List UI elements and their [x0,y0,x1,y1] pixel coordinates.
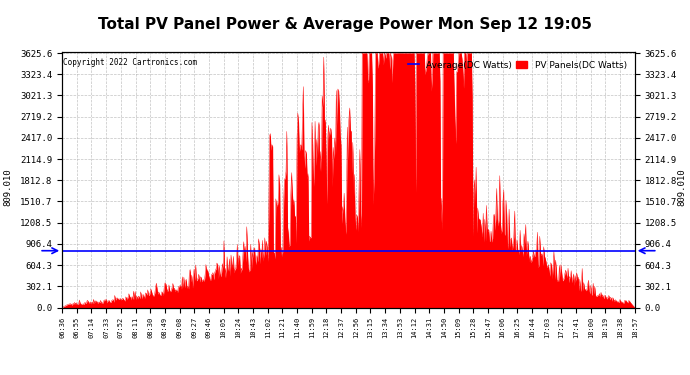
Legend: Average(DC Watts), PV Panels(DC Watts): Average(DC Watts), PV Panels(DC Watts) [404,57,630,73]
Text: 809.010: 809.010 [3,169,12,206]
Text: Total PV Panel Power & Average Power Mon Sep 12 19:05: Total PV Panel Power & Average Power Mon… [98,17,592,32]
Text: 809.010: 809.010 [678,169,687,206]
Text: Copyright 2022 Cartronics.com: Copyright 2022 Cartronics.com [63,58,197,67]
